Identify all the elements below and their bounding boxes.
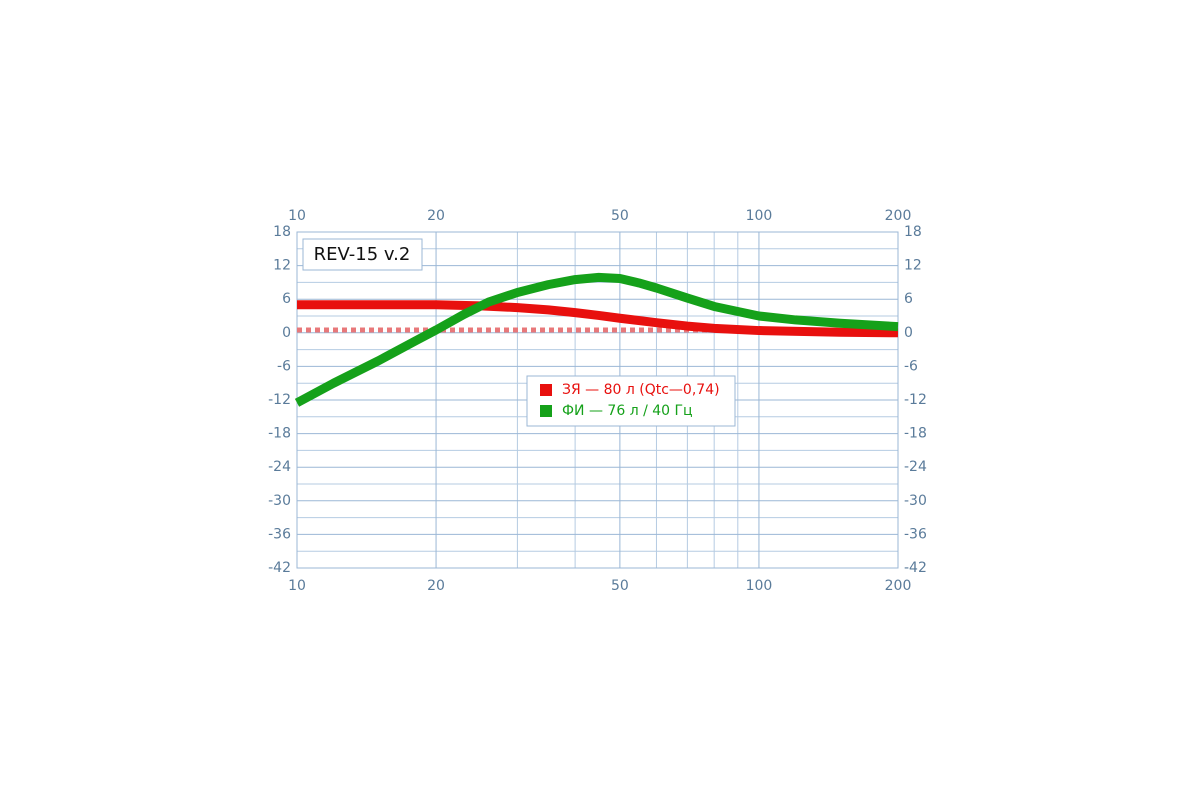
x-tick-label: 20: [427, 578, 445, 594]
y2-tick-label: -30: [904, 493, 927, 509]
y-tick-label: -6: [277, 358, 291, 374]
y2-tick-label: 12: [904, 258, 922, 274]
x-tick-label-top: 200: [885, 208, 912, 224]
y-tick-label: -24: [268, 459, 291, 475]
title-box: [302, 238, 423, 271]
y2-tick-label: -18: [904, 426, 927, 442]
y2-tick-label: 18: [904, 224, 922, 240]
x-tick-label-top: 100: [746, 208, 773, 224]
y-tick-label: 18: [273, 224, 291, 240]
x-tick-label-top: 50: [611, 208, 629, 224]
y-tick-label: 0: [282, 325, 291, 341]
x-tick-label: 50: [611, 578, 629, 594]
x-tick-label-top: 10: [288, 208, 306, 224]
y-tick-label: -18: [268, 426, 291, 442]
x-tick-label: 10: [288, 578, 306, 594]
y2-tick-label: -24: [904, 459, 927, 475]
y-tick-label: -42: [268, 560, 291, 576]
x-tick-label: 100: [746, 578, 773, 594]
y-tick-label: 12: [273, 258, 291, 274]
x-tick-label: 200: [885, 578, 912, 594]
y-tick-label: -12: [268, 392, 291, 408]
legend-swatch: [540, 405, 552, 417]
series-line: [294, 272, 899, 407]
y2-tick-label: -12: [904, 392, 927, 408]
y-tick-label: -30: [268, 493, 291, 509]
y2-tick-label: 6: [904, 291, 913, 307]
series-line: [297, 300, 899, 338]
legend-swatch: [540, 384, 552, 396]
legend-label: ЗЯ — 80 л (Qtc—0,74): [562, 382, 720, 398]
x-tick-label-top: 20: [427, 208, 445, 224]
y2-tick-label: -36: [904, 526, 927, 542]
chart-title: REV-15 v.2: [314, 244, 411, 265]
y2-tick-label: 0: [904, 325, 913, 341]
y2-tick-label: -42: [904, 560, 927, 576]
y-tick-label: 6: [282, 291, 291, 307]
legend-label: ФИ — 76 л / 40 Гц: [562, 403, 693, 419]
legend: [526, 375, 736, 427]
y2-tick-label: -6: [904, 358, 918, 374]
y-tick-label: -36: [268, 526, 291, 542]
